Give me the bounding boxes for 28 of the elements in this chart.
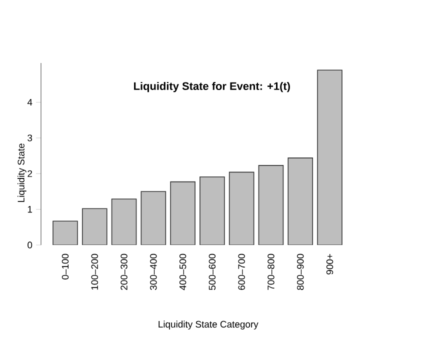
y-tick-label: 0: [28, 242, 32, 248]
y-tick-label: 4: [27, 98, 32, 106]
y-axis-title: Liquidity State: [17, 144, 26, 202]
x-tick-label: 500–600: [208, 254, 216, 290]
y-tick-label: 1: [28, 206, 32, 213]
bar: [170, 182, 196, 245]
x-axis-title: Liquidity State Category: [158, 320, 258, 330]
text: Liquidity State for Event: +1(t): [134, 82, 290, 92]
bar: [141, 191, 166, 245]
bar: [112, 198, 136, 245]
x-tick-label: 700–800: [268, 254, 274, 290]
x-tick-label: 400–500: [179, 254, 186, 290]
bar: [53, 221, 78, 245]
x-tick-label: 900+: [326, 254, 334, 274]
bar: [258, 165, 284, 245]
x-tick-label: 800–900: [297, 254, 304, 290]
bar: [200, 176, 224, 245]
x-tick-label: 100–200: [91, 254, 98, 290]
bar: [82, 208, 107, 245]
bar: [317, 70, 342, 245]
x-tick-label: 600–700: [238, 254, 245, 290]
x-tick-label: 0–100: [62, 254, 69, 280]
bar: [288, 158, 313, 245]
bar: [229, 172, 254, 245]
x-tick-label: 200–300: [120, 254, 128, 290]
y-tick-label: 2: [28, 170, 32, 177]
y-tick-label: 3: [28, 134, 32, 142]
x-tick-label: 300–400: [150, 254, 157, 290]
